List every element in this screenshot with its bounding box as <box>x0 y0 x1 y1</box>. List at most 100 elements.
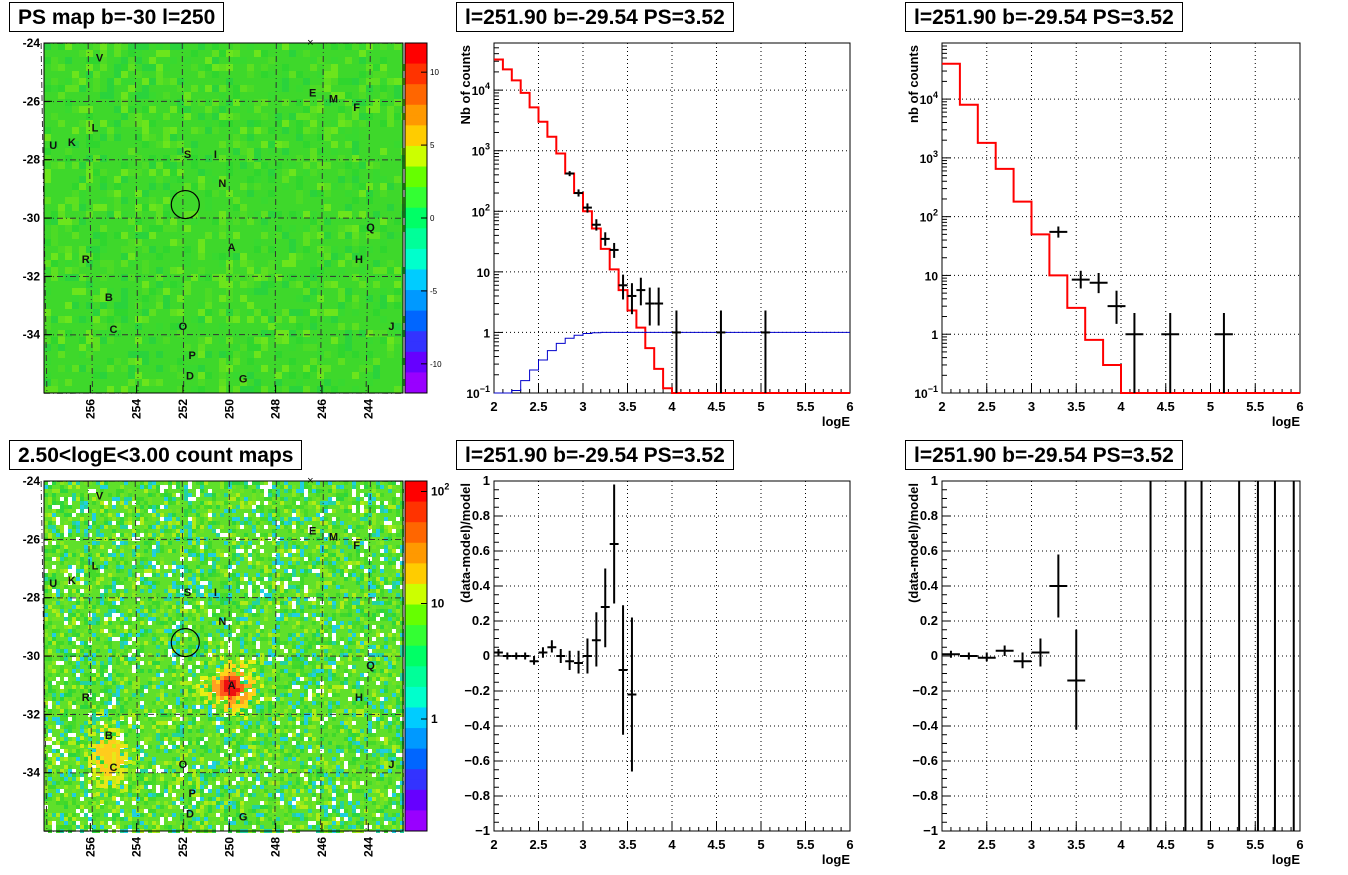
map-pixel <box>128 577 132 581</box>
map-pixel <box>384 521 388 525</box>
map-pixel <box>244 617 248 621</box>
map-pixel <box>65 267 72 274</box>
map-pixel <box>88 545 92 549</box>
map-pixel <box>394 113 401 120</box>
map-pixel <box>256 725 260 729</box>
map-pixel <box>116 737 120 741</box>
map-pixel <box>280 581 284 585</box>
map-pixel <box>72 183 79 190</box>
map-pixel <box>317 246 324 253</box>
map-pixel <box>228 597 232 601</box>
map-pixel <box>65 225 72 232</box>
map-pixel <box>64 677 68 681</box>
map-pixel <box>191 141 198 148</box>
map-pixel <box>170 141 177 148</box>
map-pixel <box>372 533 376 537</box>
map-pixel <box>384 529 388 533</box>
map-pixel <box>400 629 404 633</box>
map-pixel <box>261 99 268 106</box>
map-pixel <box>233 148 240 155</box>
map-pixel <box>228 485 232 489</box>
map-pixel <box>96 621 100 625</box>
map-pixel <box>366 379 373 386</box>
top-marker: × <box>307 37 313 49</box>
map-pixel <box>384 749 388 753</box>
map-pixel <box>212 717 216 721</box>
map-pixel <box>272 705 276 709</box>
map-pixel <box>72 589 76 593</box>
map-pixel <box>112 553 116 557</box>
map-pixel <box>236 637 240 641</box>
map-pixel <box>388 717 392 721</box>
map-pixel <box>135 358 142 365</box>
map-pixel <box>400 637 404 641</box>
map-pixel <box>256 613 260 617</box>
map-pixel <box>120 525 124 529</box>
map-pixel <box>84 757 88 761</box>
map-pixel <box>176 641 180 645</box>
map-pixel <box>228 745 232 749</box>
map-pixel <box>48 533 52 537</box>
map-pixel <box>303 288 310 295</box>
map-pixel <box>204 553 208 557</box>
map-pixel <box>100 302 107 309</box>
map-pixel <box>88 557 92 561</box>
map-pixel <box>116 553 120 557</box>
map-pixel <box>219 225 226 232</box>
map-pixel <box>52 617 56 621</box>
map-pixel <box>196 705 200 709</box>
map-pixel <box>79 218 86 225</box>
map-pixel <box>288 489 292 493</box>
map-pixel <box>108 725 112 729</box>
map-pixel <box>336 701 340 705</box>
map-pixel <box>236 493 240 497</box>
map-pixel <box>340 581 344 585</box>
map-pixel <box>380 64 387 71</box>
map-pixel <box>310 190 317 197</box>
map-pixel <box>268 485 272 489</box>
map-pixel <box>360 541 364 545</box>
map-pixel <box>88 581 92 585</box>
map-pixel <box>236 717 240 721</box>
map-pixel <box>48 697 52 701</box>
map-pixel <box>292 745 296 749</box>
map-pixel <box>352 621 356 625</box>
map-pixel <box>208 689 212 693</box>
map-pixel <box>331 281 338 288</box>
map-pixel <box>252 509 256 513</box>
map-pixel <box>247 106 254 113</box>
map-pixel <box>140 589 144 593</box>
map-pixel <box>396 725 400 729</box>
map-pixel <box>116 657 120 661</box>
map-pixel <box>224 729 228 733</box>
map-pixel <box>191 155 198 162</box>
map-pixel <box>76 605 80 609</box>
map-pixel <box>148 481 152 485</box>
map-pixel <box>142 337 149 344</box>
map-pixel <box>128 525 132 529</box>
map-pixel <box>244 537 248 541</box>
map-pixel <box>188 669 192 673</box>
map-pixel <box>332 613 336 617</box>
map-pixel <box>184 260 191 267</box>
map-pixel <box>198 64 205 71</box>
map-pixel <box>64 613 68 617</box>
map-y-tick-label: -26 <box>23 94 41 108</box>
map-pixel <box>272 597 276 601</box>
map-pixel <box>200 705 204 709</box>
map-pixel <box>52 745 56 749</box>
map-pixel <box>148 677 152 681</box>
map-pixel <box>400 669 404 673</box>
map-pixel <box>268 489 272 493</box>
map-pixel <box>356 617 360 621</box>
map-pixel <box>254 288 261 295</box>
map-pixel <box>356 657 360 661</box>
map-pixel <box>394 99 401 106</box>
map-pixel <box>384 501 388 505</box>
map-pixel <box>198 253 205 260</box>
source-label-L: L <box>92 123 99 135</box>
map-pixel <box>51 113 58 120</box>
map-pixel <box>384 681 388 685</box>
map-pixel <box>332 713 336 717</box>
map-pixel <box>304 729 308 733</box>
